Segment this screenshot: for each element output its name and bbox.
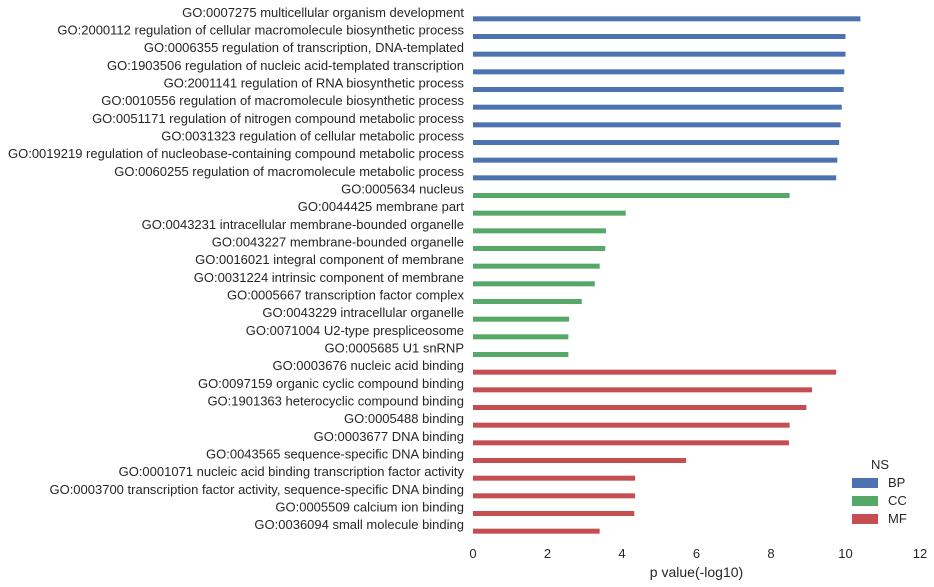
x-axis-ticks: 0 2 4 6 8 10 12	[469, 546, 927, 561]
x-tick-label: 4	[618, 546, 625, 561]
category-labels-group: GO:0007275 multicellular organism develo…	[8, 5, 465, 532]
category-label: GO:0060255 regulation of macromolecule m…	[114, 164, 464, 179]
category-label: GO:0043231 intracellular membrane-bounde…	[142, 217, 464, 232]
bar-mf	[473, 387, 812, 393]
category-label: GO:0005667 transcription factor complex	[227, 288, 465, 303]
category-label: GO:0051171 regulation of nitrogen compou…	[92, 111, 464, 126]
category-label: GO:0005685 U1 snRNP	[325, 341, 464, 356]
bar-cc	[473, 263, 600, 269]
category-label: GO:1901363 heterocyclic compound binding	[207, 394, 464, 409]
bar-mf	[473, 440, 789, 446]
bar-cc	[473, 352, 569, 357]
category-label: GO:0044425 membrane part	[298, 199, 465, 214]
bar-bp	[473, 69, 845, 75]
bar-cc	[473, 334, 569, 340]
category-label: GO:0003676 nucleic acid binding	[272, 358, 464, 373]
category-label: GO:1903506 regulation of nucleic acid-te…	[107, 58, 464, 73]
category-label: GO:0005509 calcium ion binding	[275, 500, 464, 515]
bar-mf	[473, 511, 635, 516]
category-label: GO:0036094 small molecule binding	[254, 517, 464, 532]
category-label: GO:0016021 integral component of membran…	[195, 252, 464, 267]
category-label: GO:0001071 nucleic acid binding transcri…	[119, 464, 465, 479]
category-label: GO:0003677 DNA binding	[314, 429, 464, 444]
category-label: GO:0043229 intracellular organelle	[262, 305, 464, 320]
category-label: GO:0005488 binding	[344, 411, 464, 426]
category-label: GO:2000112 regulation of cellular macrom…	[57, 23, 464, 38]
bar-bp	[473, 122, 841, 128]
legend-swatch-mf	[852, 514, 878, 524]
x-tick-label: 6	[693, 546, 700, 561]
bar-mf	[473, 405, 807, 410]
bar-cc	[473, 193, 790, 198]
bar-cc	[473, 210, 626, 216]
legend-label-mf: MF	[888, 511, 907, 526]
bar-mf	[473, 475, 636, 481]
bar-cc	[473, 246, 606, 251]
category-label: GO:0071004 U2-type prespliceosome	[246, 323, 464, 338]
bar-bp	[473, 51, 846, 57]
category-label: GO:0043227 membrane-bounded organelle	[212, 235, 464, 250]
bar-mf	[473, 369, 837, 375]
bar-bp	[473, 157, 838, 163]
category-label: GO:0010556 regulation of macromolecule b…	[101, 93, 464, 108]
x-tick-label: 12	[913, 546, 927, 561]
category-label: GO:0006355 regulation of transcription, …	[144, 40, 464, 55]
x-tick-label: 2	[544, 546, 551, 561]
bar-cc	[473, 228, 606, 234]
bar-bp	[473, 16, 861, 22]
category-label: GO:0005634 nucleus	[341, 182, 464, 197]
legend-label-bp: BP	[888, 475, 905, 490]
legend: NS BP CC MF	[852, 457, 907, 526]
x-tick-label: 10	[838, 546, 852, 561]
bar-mf	[473, 422, 790, 428]
bar-bp	[473, 140, 840, 145]
category-label: GO:2001141 regulation of RNA biosyntheti…	[164, 76, 465, 91]
category-label: GO:0097159 organic cyclic compound bindi…	[198, 376, 464, 391]
bar-mf	[473, 528, 600, 534]
legend-label-cc: CC	[888, 493, 907, 508]
bar-bp	[473, 104, 842, 110]
bar-mf	[473, 493, 636, 499]
bar-cc	[473, 299, 582, 304]
bar-bp	[473, 87, 844, 92]
x-tick-label: 8	[767, 546, 774, 561]
category-label: GO:0031224 intrinsic component of membra…	[194, 270, 464, 285]
bar-cc	[473, 281, 595, 287]
category-label: GO:0007275 multicellular organism develo…	[182, 5, 464, 20]
legend-title: NS	[871, 457, 889, 472]
category-label: GO:0031323 regulation of cellular metabo…	[161, 129, 464, 144]
category-label: GO:0043565 sequence-specific DNA binding	[206, 447, 464, 462]
category-label: GO:0003700 transcription factor activity…	[49, 482, 464, 497]
bar-mf	[473, 458, 687, 463]
bar-cc	[473, 316, 570, 322]
x-tick-label: 0	[469, 546, 476, 561]
bar-bp	[473, 34, 846, 39]
category-label: GO:0019219 regulation of nucleobase-cont…	[8, 146, 465, 161]
bar-bp	[473, 175, 837, 181]
x-axis-title: p value(-log10)	[650, 564, 743, 580]
legend-swatch-bp	[852, 478, 878, 488]
bars-group	[473, 16, 861, 534]
legend-swatch-cc	[852, 496, 878, 506]
